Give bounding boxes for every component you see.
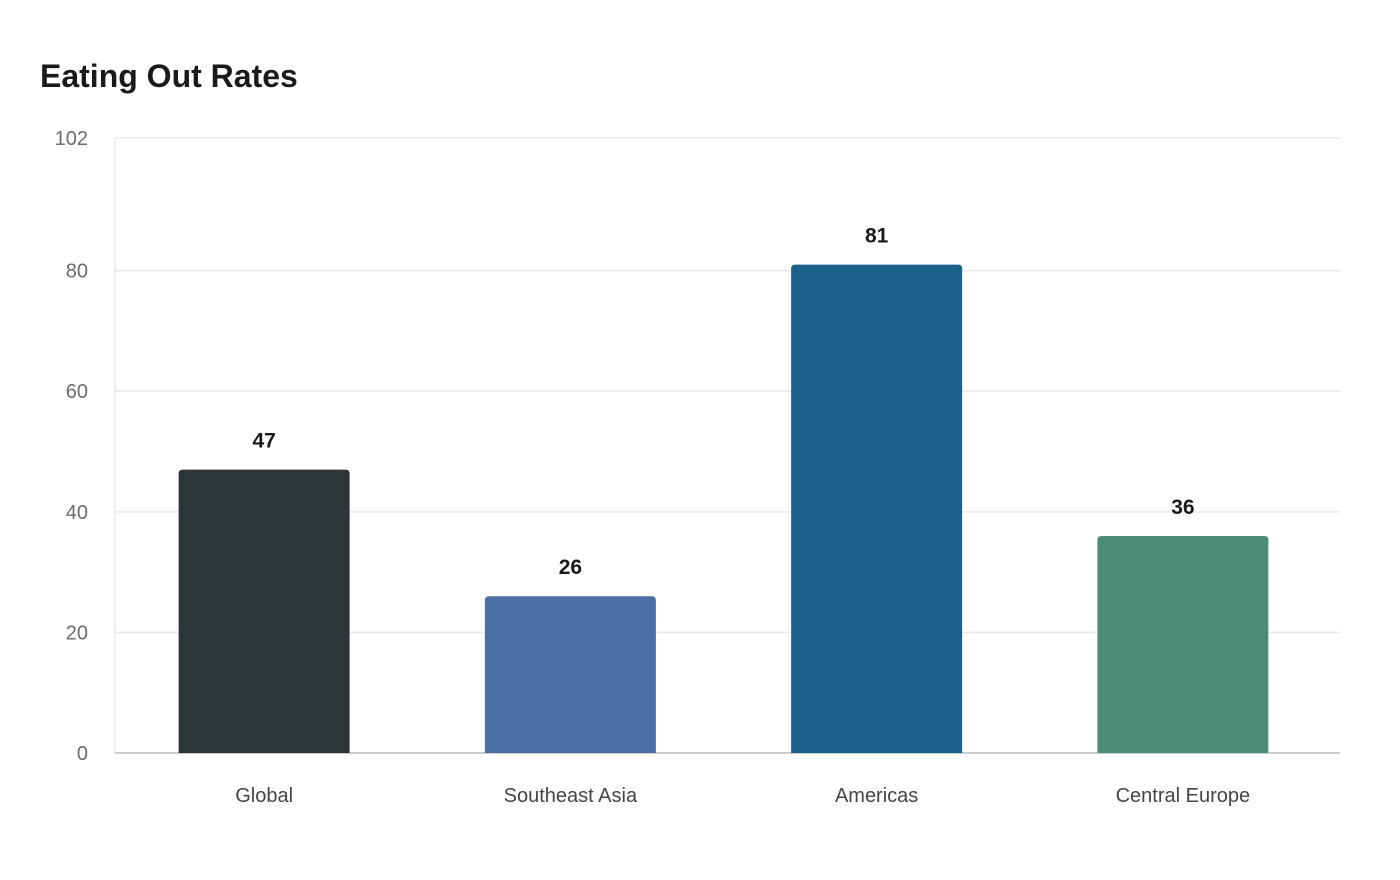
- y-tick-label: 0: [77, 743, 88, 765]
- bar: [178, 469, 350, 753]
- x-category-label: Global: [235, 785, 293, 807]
- y-tick-label: 102: [55, 128, 88, 150]
- bar-value-label: 36: [1171, 496, 1194, 519]
- y-tick-label: 60: [66, 381, 88, 403]
- bar: [484, 596, 656, 753]
- chart-title: Eating Out Rates: [40, 58, 298, 94]
- y-tick-label: 80: [66, 261, 88, 283]
- x-category-label: Southeast Asia: [504, 785, 638, 807]
- bar-value-label: 47: [252, 430, 275, 453]
- y-tick-label: 20: [66, 622, 88, 644]
- x-category-label: Central Europe: [1116, 785, 1251, 807]
- bar-value-label: 26: [559, 556, 582, 579]
- bar-value-label: 81: [865, 225, 889, 248]
- x-category-label: Americas: [835, 785, 918, 807]
- bar: [791, 264, 963, 753]
- y-tick-label: 40: [66, 502, 88, 524]
- bar: [1097, 535, 1269, 753]
